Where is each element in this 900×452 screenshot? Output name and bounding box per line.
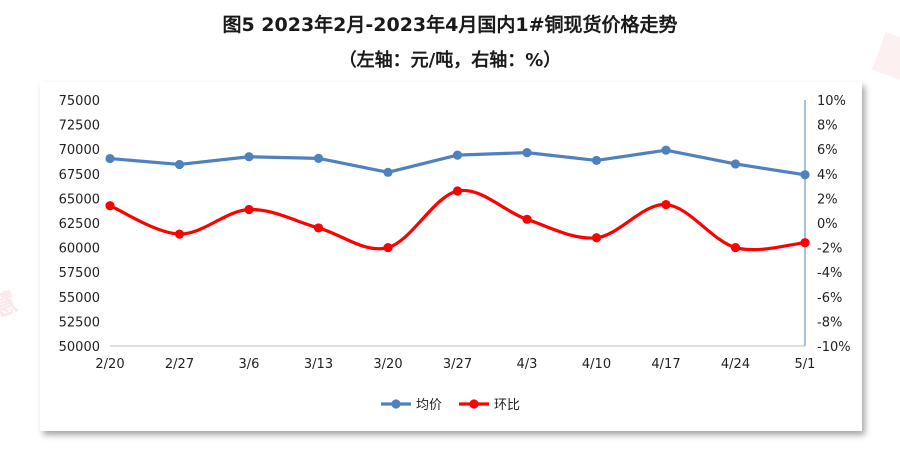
series-1-point: [105, 153, 115, 164]
y-left-tick-label: 65000: [59, 192, 100, 207]
x-tick-label: 4/24: [721, 357, 750, 372]
x-tick-label: 4/17: [651, 357, 680, 372]
x-tick-label: 2/27: [165, 357, 194, 372]
y-right-tick-label: -6%: [817, 291, 842, 306]
watermark-mark: [872, 32, 900, 80]
y-right-tick-label: -2%: [817, 242, 842, 257]
y-right-tick-label: 10%: [817, 94, 846, 109]
y-left-tick-label: 70000: [59, 143, 100, 158]
y-right-tick-label: -4%: [817, 266, 842, 281]
legend-marker-2: [469, 399, 479, 409]
series-2-point: [174, 229, 185, 239]
series-2-point: [800, 238, 810, 248]
series-2-point: [730, 243, 741, 253]
x-tick-label: 2/20: [95, 357, 124, 372]
y-left-tick-label: 67500: [59, 168, 100, 183]
legend-label-2: 环比: [494, 398, 520, 413]
line-chart: 50000 52500 55000 57500 60000 62500 65000 67500…: [59, 94, 851, 413]
legend-marker-1: [391, 399, 401, 409]
series-line-2: [108, 188, 807, 252]
y-right-tick-label: -8%: [817, 315, 842, 330]
watermark-logo: 慧: [0, 287, 22, 325]
series-2-point: [452, 186, 463, 196]
series-1-point: [800, 170, 810, 180]
y-right-tick-label: 2%: [817, 192, 838, 207]
series-1-point: [730, 159, 741, 169]
series-1-point: [313, 153, 324, 163]
x-tick-label: 3/6: [239, 357, 260, 372]
y-left-tick-label: 50000: [59, 340, 100, 355]
series-1-point: [244, 152, 254, 162]
x-tick-label: 4/10: [582, 357, 611, 372]
y-right-tick-label: 0%: [817, 217, 838, 232]
x-tick-label: 5/1: [795, 357, 816, 372]
x-tick-label: 3/13: [304, 357, 333, 372]
x-tick-label: 3/27: [443, 357, 472, 372]
y-right-tick-label: 8%: [817, 119, 838, 134]
series-1-point: [522, 148, 532, 158]
series-2-point: [661, 199, 671, 210]
series-2-point: [591, 233, 602, 243]
y-left-tick-label: 52500: [59, 315, 100, 330]
y-left-tick-label: 57500: [59, 266, 100, 281]
x-tick-label: 3/20: [373, 357, 402, 372]
y-left-tick-label: 62500: [59, 217, 100, 232]
chart-subtitle: （左轴：元/吨，右轴：%）: [338, 50, 562, 71]
series-2-point: [522, 214, 532, 224]
chart-title: 图5 2023年2月-2023年4月国内1#铜现货价格走势: [222, 14, 678, 36]
y-right-tick-label: 4%: [817, 168, 838, 183]
series-2-point: [105, 201, 115, 211]
x-tick-label: 4/3: [517, 357, 538, 372]
series-1-point: [661, 145, 671, 155]
y-left-tick-label: 75000: [59, 94, 100, 109]
series-1-point: [383, 167, 393, 177]
series-2-point: [383, 243, 393, 253]
legend-label-1: 均价: [416, 398, 442, 413]
series-1-point: [591, 155, 602, 166]
series-2-point: [313, 223, 324, 233]
y-right-tick-label: 6%: [817, 143, 838, 158]
y-right-tick-label: -10%: [817, 340, 851, 355]
series-1-point: [174, 159, 185, 170]
series-2-point: [244, 204, 254, 215]
chart-panel: 50000 52500 55000 57500 60000 62500 65000 67500…: [40, 82, 862, 431]
series-1-point: [452, 150, 463, 160]
y-left-tick-label: 72500: [59, 119, 100, 134]
y-left-tick-label: 55000: [59, 291, 100, 306]
y-left-tick-label: 60000: [59, 242, 100, 257]
